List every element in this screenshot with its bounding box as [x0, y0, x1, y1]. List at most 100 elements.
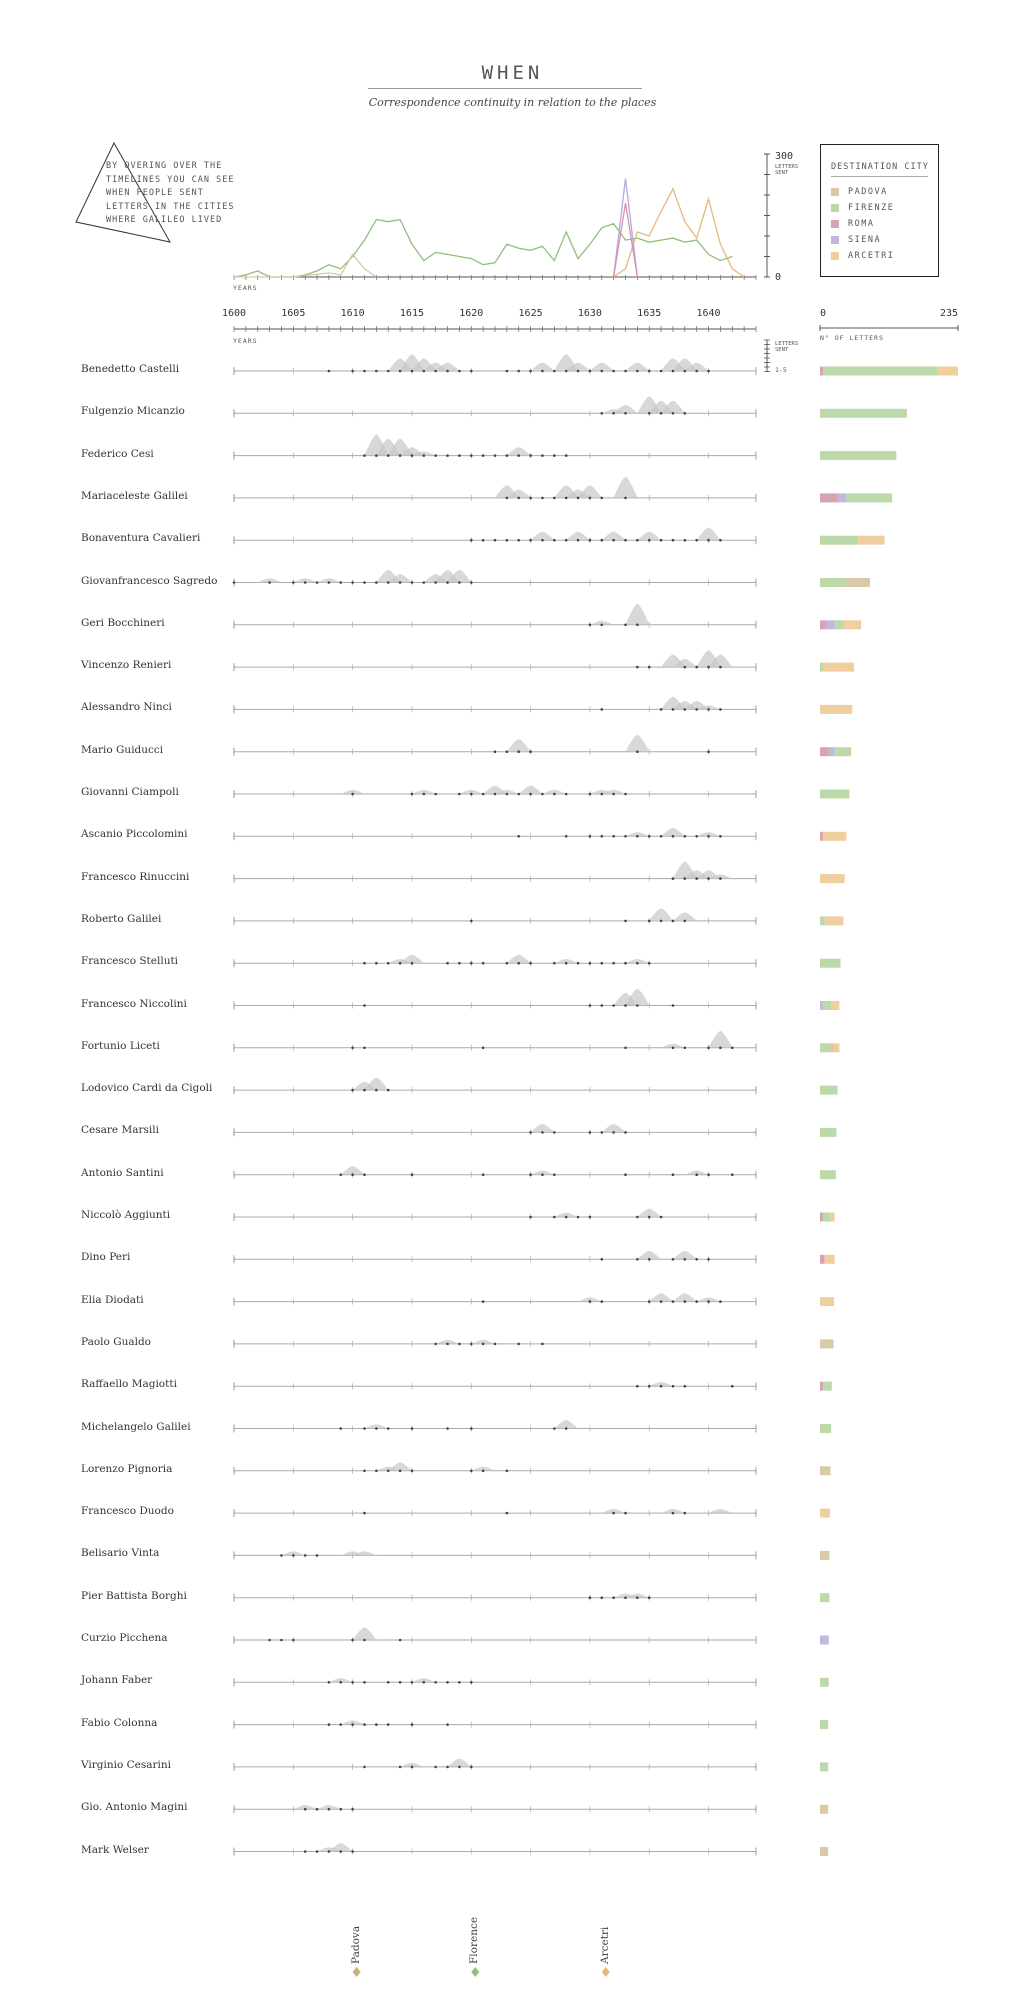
- letter-dot: [351, 1173, 354, 1176]
- scale-label: SENT: [775, 347, 789, 353]
- letter-count-bar-firenze: [820, 1593, 830, 1603]
- letter-count-bar-padova: [820, 1847, 829, 1856]
- letter-count-bar-firenze: [820, 916, 825, 926]
- correspondent-name[interactable]: Vincenzo Renieri: [81, 659, 172, 672]
- correspondent-name[interactable]: Niccolò Aggiunti: [81, 1209, 171, 1221]
- letter-dot: [659, 708, 663, 711]
- letter-dot: [707, 750, 710, 753]
- correspondent-name[interactable]: Francesco Duodo: [81, 1505, 174, 1518]
- letter-dot: [647, 1384, 651, 1388]
- activity-peak: [399, 954, 424, 964]
- letter-count-bar-roma: [820, 747, 829, 757]
- correspondent-name[interactable]: Francesco Stelluti: [81, 955, 179, 968]
- correspondent-name[interactable]: Giovanfrancesco Sagredo: [81, 574, 218, 587]
- correspondent-name[interactable]: Dino Peri: [81, 1251, 131, 1264]
- letter-dot: [624, 961, 627, 965]
- letter-dot: [517, 496, 521, 500]
- letter-dot: [446, 1681, 449, 1684]
- activity-peak: [471, 1339, 496, 1344]
- activity-peak: [625, 603, 650, 625]
- correspondent-name[interactable]: Belisario Vinta: [81, 1547, 160, 1560]
- correspondent-name[interactable]: Antonio Santini: [81, 1166, 164, 1179]
- legend-item-firenze[interactable]: FIRENZE: [831, 202, 894, 214]
- correspondent-name[interactable]: Ascanio Piccolomini: [81, 828, 188, 841]
- activity-peak: [447, 1758, 472, 1767]
- activity-peak: [684, 362, 709, 371]
- letter-dot: [363, 454, 366, 457]
- legend-divider: [831, 176, 928, 177]
- correspondent-name[interactable]: Mario Guiducci: [81, 743, 164, 756]
- correspondent-name[interactable]: Raffaello Magiotti: [81, 1378, 177, 1391]
- activity-peak: [649, 1293, 674, 1302]
- correspondent-name[interactable]: Mariaceleste Galilei: [81, 489, 188, 502]
- letter-dot: [517, 454, 521, 457]
- correspondent-name[interactable]: Bonaventura Cavalieri: [81, 532, 201, 545]
- correspondent-name[interactable]: Michelangelo Galilei: [81, 1420, 191, 1433]
- correspondent-name[interactable]: Fulgenzio Micanzio: [81, 405, 185, 418]
- legend-item-siena[interactable]: SIENA: [831, 234, 881, 246]
- activity-peak: [660, 827, 685, 837]
- letter-dot: [707, 665, 710, 669]
- correspondent-name[interactable]: Francesco Rinuccini: [81, 870, 190, 883]
- correspondent-name[interactable]: Elia Diodati: [81, 1293, 144, 1306]
- correspondent-name[interactable]: Paolo Gualdo: [81, 1335, 152, 1348]
- correspondent-name[interactable]: Mark Welser: [81, 1843, 149, 1856]
- correspondent-name[interactable]: Pier Battista Borghi: [81, 1589, 187, 1602]
- letter-dot: [446, 1765, 449, 1769]
- activity-peak: [530, 1170, 555, 1175]
- letter-dot: [386, 581, 390, 584]
- letter-dot: [600, 708, 604, 711]
- activity-peak: [459, 789, 484, 794]
- letter-dot: [481, 961, 485, 965]
- letter-dot: [707, 538, 710, 542]
- correspondent-name[interactable]: Giovanni Ciampoli: [81, 786, 179, 798]
- correspondent-name[interactable]: Virginio Cesarini: [81, 1758, 172, 1771]
- legend-item-roma[interactable]: ROMA: [831, 218, 874, 230]
- letter-dot: [351, 1723, 354, 1726]
- letter-dot: [695, 369, 698, 373]
- correspondent-name[interactable]: Alessandro Ninci: [81, 701, 172, 714]
- correspondent-name[interactable]: Johann Faber: [81, 1674, 153, 1687]
- x-axis-label: YEARS: [233, 284, 258, 292]
- letter-count-bar-siena: [820, 1635, 829, 1645]
- correspondent-name[interactable]: Curzio Picchena: [81, 1632, 168, 1644]
- legend-item-arcetri[interactable]: ARCETRI: [831, 250, 894, 262]
- letter-dot: [505, 1511, 509, 1515]
- letter-dot: [683, 1046, 687, 1050]
- letter-count-bar-firenze: [834, 747, 852, 757]
- letter-dot: [624, 1511, 627, 1515]
- legend-swatch: [831, 252, 839, 260]
- correspondent-name[interactable]: Lorenzo Pignoria: [81, 1462, 173, 1475]
- correspondent-name[interactable]: Federico Cesi: [81, 447, 154, 460]
- letter-dot: [505, 750, 509, 753]
- hint-triangle-icon: [75, 141, 171, 243]
- legend-item-padova[interactable]: PADOVA: [831, 186, 888, 198]
- correspondent-name[interactable]: Lodovico Cardi da Cigoli: [81, 1082, 213, 1095]
- correspondent-name[interactable]: Gio. Antonio Magini: [81, 1801, 188, 1814]
- letter-dot: [541, 792, 544, 796]
- letter-dot: [553, 1131, 556, 1134]
- correspondent-name[interactable]: Cesare Marsili: [81, 1124, 159, 1137]
- letter-dot: [647, 1300, 651, 1303]
- activity-peak: [328, 1678, 353, 1683]
- activity-peak: [613, 476, 638, 498]
- letter-dot: [564, 496, 568, 500]
- activity-peak: [554, 1212, 579, 1217]
- letter-dot: [493, 1342, 497, 1346]
- letter-count-bar-firenze: [820, 578, 847, 587]
- letter-dot: [719, 1300, 722, 1303]
- correspondent-name[interactable]: Roberto Galilei: [81, 912, 162, 925]
- correspondent-name[interactable]: Fabio Colonna: [81, 1716, 158, 1729]
- correspondent-name[interactable]: Geri Bocchineri: [81, 616, 165, 629]
- correspondent-name[interactable]: Benedetto Castelli: [81, 363, 180, 375]
- letter-dot: [386, 369, 390, 373]
- correspondent-name[interactable]: Francesco Niccolini: [81, 997, 187, 1010]
- activity-peak: [577, 1297, 602, 1302]
- year-tick-label: 1620: [459, 308, 483, 319]
- correspondent-name[interactable]: Fortunio Liceti: [81, 1039, 160, 1052]
- letter-dot: [410, 1173, 414, 1176]
- letter-count-bar-arcetri: [833, 1043, 840, 1053]
- letter-dot: [588, 961, 592, 965]
- letter-count-bar-firenze: [822, 366, 938, 376]
- city-marker-diamond-icon: [471, 1967, 480, 1977]
